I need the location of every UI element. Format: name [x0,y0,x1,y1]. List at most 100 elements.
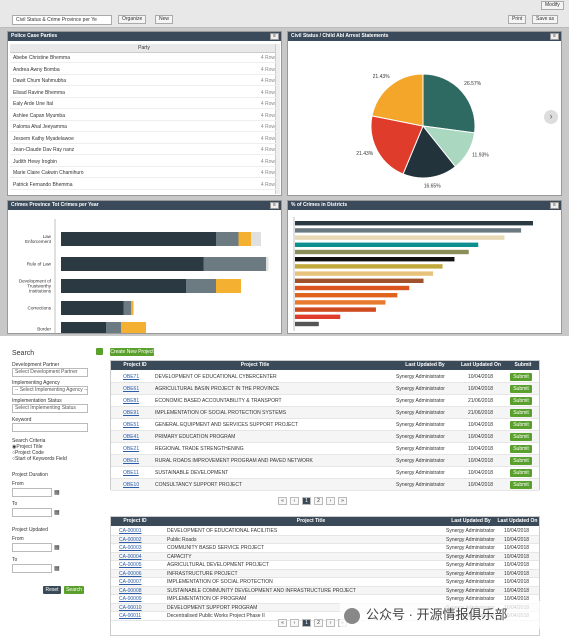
column-header[interactable]: Project ID [123,518,147,524]
bar-segment[interactable] [251,232,261,246]
party-row[interactable]: Ealy Arde Une Ital 4 Row [10,100,278,109]
updated-from-input[interactable] [12,543,52,552]
party-row[interactable]: Paloma Ahal Jeeyamma 4 Row [10,123,278,132]
keyword-input[interactable] [12,423,88,432]
project-id-link[interactable]: OBE51 [123,422,140,428]
save-as-button[interactable]: Save as [532,15,559,24]
project-id-link[interactable]: CA-00003 [119,545,142,551]
submit-button[interactable]: Submit [510,373,532,381]
hbar[interactable] [295,264,443,269]
project-id-link[interactable]: CA-00005 [119,562,142,568]
bar-segment[interactable] [106,322,121,333]
submit-button[interactable]: Submit [510,397,532,405]
submit-button[interactable]: Submit [510,469,532,477]
bar-segment[interactable] [216,279,241,293]
calendar-icon[interactable]: ▦ [54,490,60,496]
party-row[interactable]: Patrick Fernando Bhemma 4 Row [10,181,278,190]
hbar[interactable] [295,300,386,305]
calendar-icon[interactable]: ▦ [54,566,60,572]
project-id-link[interactable]: OBE81 [123,398,140,404]
column-header[interactable]: Last Updated On [497,518,538,524]
project-id-link[interactable]: CA-00004 [119,553,142,560]
project-id-link[interactable]: OBE11 [123,470,139,476]
party-row[interactable]: Judith Hewy Irogbin 4 Row [10,158,278,167]
hbar[interactable] [295,228,522,233]
next-chevron-icon[interactable]: › [544,110,558,124]
pie-slice[interactable] [371,73,424,127]
project-id-link[interactable]: OBE21 [123,446,140,452]
project-id-link[interactable]: CA-00006 [119,570,142,577]
hbar[interactable] [295,293,398,298]
submit-button[interactable]: Submit [510,445,532,453]
party-row[interactable]: Marie Claire Cakwin Chamihuro 4 Row [10,169,278,178]
pie-slice[interactable] [402,125,457,179]
column-header[interactable]: Project Title [296,518,326,524]
project-id-link[interactable]: CA-00008 [119,587,142,594]
pie-slice[interactable] [370,115,424,175]
criteria-option-code[interactable]: ○Project Code [12,450,44,456]
party-row[interactable]: Abebe Christine Bhemma 4 Row [10,54,278,63]
project-id-link[interactable]: OBE31 [123,458,140,464]
bar-segment[interactable] [61,232,216,246]
party-row[interactable]: Elisad Ravine Bhemma 4 Row [10,89,278,98]
criteria-option-start[interactable]: ○Start of Keywords Field [12,456,67,462]
reset-button[interactable]: Reset [43,586,61,594]
column-header[interactable]: Last Updated On [460,362,501,368]
organize-button[interactable]: Organize [118,15,147,24]
bar-segment[interactable] [238,232,252,246]
to-date-input[interactable] [12,508,52,517]
calendar-icon[interactable]: ▦ [54,510,60,516]
project-id-link[interactable]: OBE10 [123,482,140,488]
page-button[interactable]: 2 [314,497,323,505]
party-row[interactable]: Andrea Awny Bomba 4 Row [10,66,278,75]
pie-slice[interactable] [422,73,476,134]
calendar-icon[interactable]: ▦ [54,545,60,551]
hbar[interactable] [295,257,455,262]
party-row[interactable]: Jessem Kathy Myadelawoe 4 Row [10,135,278,144]
bar-segment[interactable] [131,301,134,315]
party-row[interactable]: Dawit Chum Nahmubha 4 Row [10,77,278,86]
column-header[interactable]: Project ID [123,362,147,368]
implementing-select[interactable]: -- Select Implementing Agency -- [12,386,88,395]
project-id-link[interactable]: OBE91 [123,410,140,416]
submit-button[interactable]: Submit [510,385,532,393]
bar-segment[interactable] [121,322,146,333]
bar-segment[interactable] [61,322,106,333]
dev-partner-select[interactable]: Select Development Partner [12,368,88,377]
bar-segment[interactable] [216,232,239,246]
party-menu-icon[interactable]: ≡ [270,33,279,40]
page-button[interactable]: 2 [314,619,323,627]
from-date-input[interactable] [12,488,52,497]
page-button[interactable]: › [326,619,335,627]
project-id-link[interactable]: CA-00011 [119,613,142,619]
hbar[interactable] [295,271,434,276]
page-button[interactable]: ‹ [290,497,299,505]
bar-segment[interactable] [203,257,267,271]
party-row[interactable]: Ashlee Capan Myumba 4 Row [10,112,278,121]
project-id-link[interactable]: CA-00002 [119,536,142,543]
page-button[interactable]: › [326,497,335,505]
modify-button[interactable]: Modify [541,1,564,10]
submit-button[interactable]: Submit [510,421,532,429]
hbar[interactable] [295,321,319,327]
bar-menu-icon[interactable]: ≡ [270,202,279,209]
party-row[interactable]: Jean-Claude Dav Ray nanz 4 Row [10,146,278,155]
project-id-link[interactable]: OBE61 [123,386,140,392]
create-project-button[interactable]: Create New Project [110,348,154,356]
print-button[interactable]: Print [508,15,527,24]
column-header[interactable]: Submit [514,362,532,368]
page-button[interactable]: 1 [302,497,311,505]
hbar[interactable] [295,221,533,226]
search-button[interactable]: Search [64,586,84,594]
donut-menu-icon[interactable]: ≡ [550,33,559,40]
submit-button[interactable]: Submit [510,457,532,465]
hbar[interactable] [295,314,341,319]
page-button[interactable]: ‹ [290,619,299,627]
hbar[interactable] [295,307,376,312]
submit-button[interactable]: Submit [510,481,532,489]
submit-button[interactable]: Submit [510,409,532,417]
project-id-link[interactable]: CA-00001 [119,528,142,534]
bar-segment[interactable] [123,301,132,315]
hbar[interactable] [295,249,469,255]
hbar[interactable] [295,242,479,247]
